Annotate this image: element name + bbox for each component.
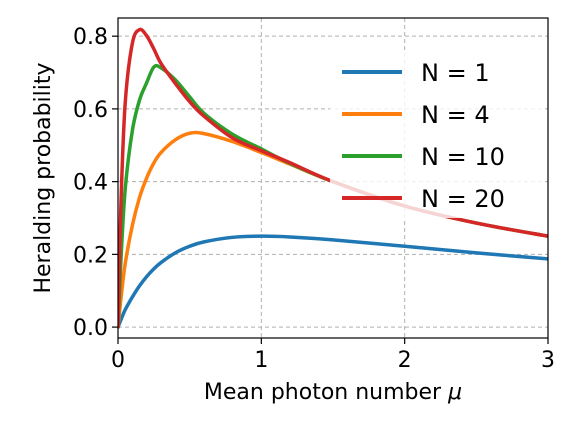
y-tick-label: 0.6 [73, 98, 108, 123]
y-tick-label: 0.2 [73, 243, 108, 268]
y-tick-label: 0.0 [73, 316, 108, 341]
x-tick-label: 2 [398, 348, 412, 373]
legend-box [330, 52, 542, 218]
legend-label-2: N = 4 [421, 101, 490, 129]
legend: N = 1 N = 4 N = 10 N = 20 [330, 52, 542, 218]
axis-ticks: 0 1 2 3 0.0 0.2 0.4 0.6 0.8 [73, 25, 555, 373]
series-line-1 [118, 234, 548, 329]
x-axis-label-text: Mean photon number [204, 380, 442, 405]
x-tick-label: 1 [254, 348, 268, 373]
x-axis-label-symbol: μ [447, 380, 462, 405]
y-axis-label: Heralding probability [31, 62, 56, 293]
plot-area-frame [117, 17, 549, 339]
legend-label-3: N = 10 [421, 143, 505, 171]
x-tick-label: 3 [541, 348, 555, 373]
x-axis-label: Mean photon number μ [204, 380, 462, 405]
y-tick-label: 0.4 [73, 171, 108, 196]
legend-label-1: N = 1 [421, 59, 490, 87]
legend-label-4: N = 20 [421, 185, 505, 213]
y-tick-label: 0.8 [73, 25, 108, 50]
x-tick-label: 0 [111, 348, 125, 373]
